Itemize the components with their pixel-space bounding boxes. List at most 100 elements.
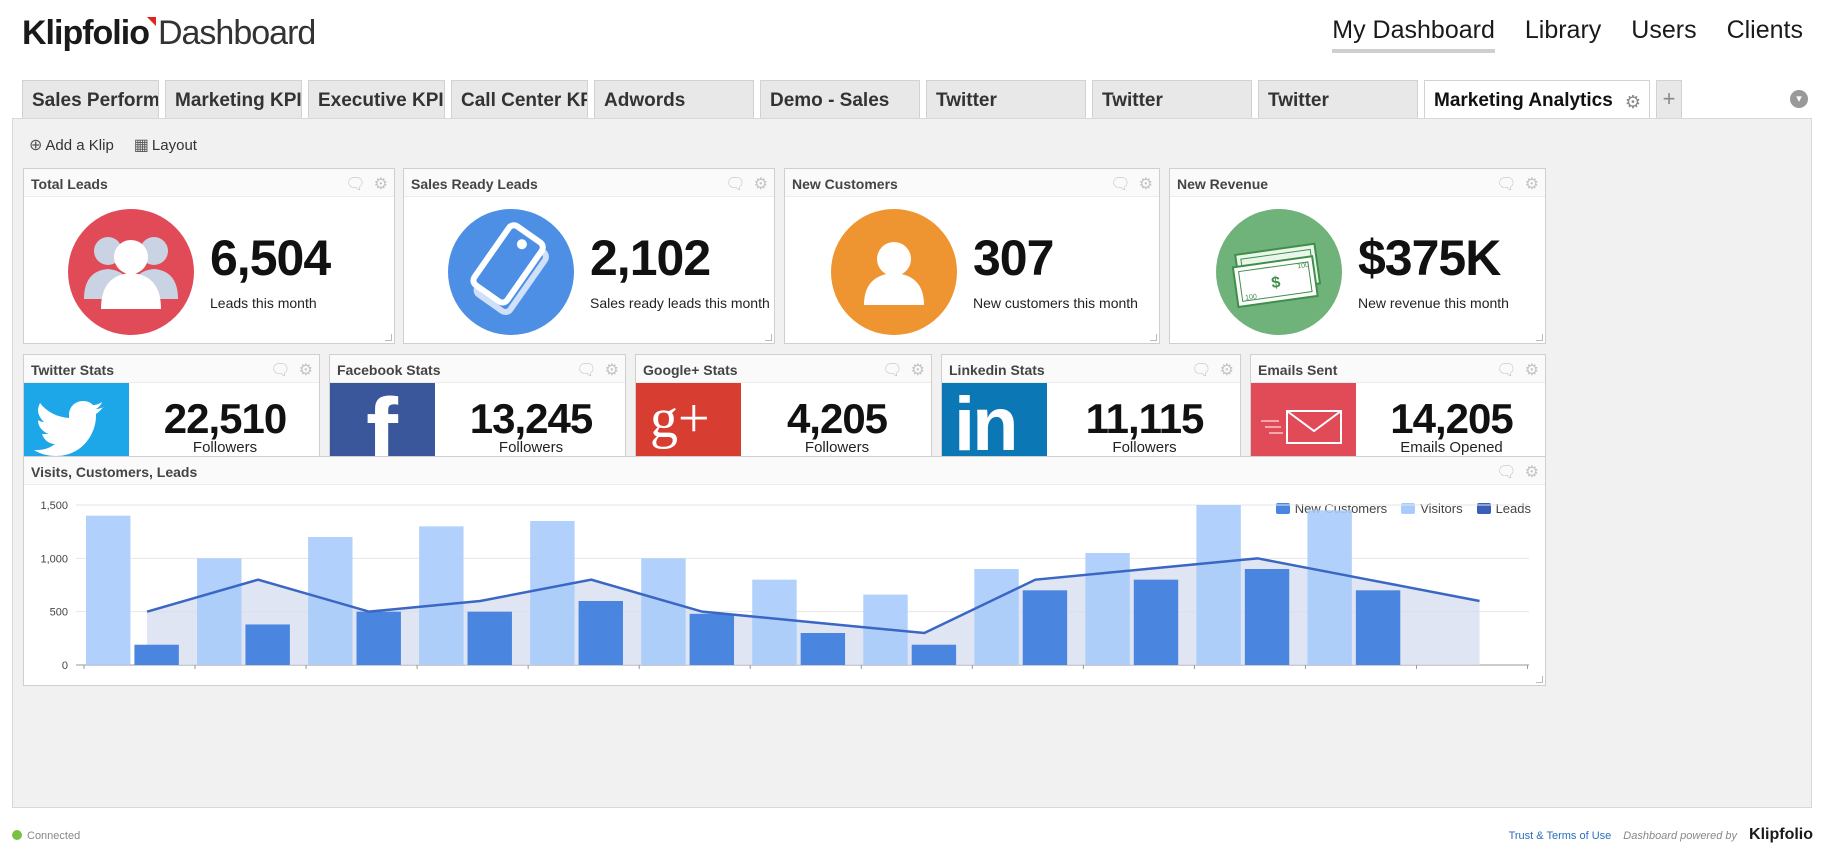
terms-link[interactable]: Trust & Terms of Use — [1508, 830, 1612, 842]
y-tick-label: 0 — [62, 660, 68, 672]
facebook-icon: f — [330, 383, 435, 467]
tab-label: Adwords — [604, 90, 686, 111]
grid-icon: ▦ — [133, 137, 149, 154]
bar-visitors — [86, 515, 131, 665]
resize-handle[interactable] — [1536, 676, 1543, 683]
bar-visitors — [1307, 510, 1352, 665]
social-value: 14,205 — [1390, 395, 1513, 442]
nav-clients[interactable]: Clients — [1726, 16, 1803, 44]
powered-by-text: Dashboard powered by — [1623, 830, 1738, 842]
comment-icon[interactable]: 🗨 — [1191, 362, 1212, 379]
bar-leads — [1244, 569, 1290, 665]
bar-visitors — [197, 558, 242, 665]
bar-leads — [1022, 590, 1068, 665]
klip-header: Google+ Stats 🗨 ⚙ — [636, 355, 931, 383]
comment-icon[interactable]: 🗨 — [576, 362, 597, 379]
klip-emails-sent: Emails Sent 🗨 ⚙ 14,205 Emails Opened — [1250, 354, 1546, 467]
nav-users[interactable]: Users — [1631, 16, 1697, 44]
tab-twitter-3[interactable]: Twitter — [1258, 80, 1418, 118]
tab-label: Marketing KPI E — [175, 90, 302, 111]
tab-label: Twitter — [1102, 90, 1163, 111]
gear-icon[interactable]: ⚙ — [373, 176, 388, 193]
tab-demo-sales[interactable]: Demo - Sales — [760, 80, 920, 118]
gear-icon[interactable]: ⚙ — [910, 362, 925, 379]
comment-icon[interactable]: 🗨 — [270, 362, 291, 379]
comment-icon[interactable]: 🗨 — [345, 176, 366, 193]
top-nav: My Dashboard Library Users Clients — [1332, 16, 1803, 53]
klip-title: Sales Ready Leads — [411, 176, 538, 192]
kpi-label: Leads this month — [210, 295, 317, 311]
tab-marketing-analytics[interactable]: Marketing Analytics ⚙ — [1424, 80, 1650, 120]
y-tick-label: 1,000 — [40, 553, 68, 565]
resize-handle[interactable] — [385, 334, 392, 341]
klip-title: Google+ Stats — [643, 362, 738, 378]
comment-icon[interactable]: 🗨 — [882, 362, 903, 379]
social-value: 22,510 — [163, 395, 287, 442]
resize-handle[interactable] — [765, 334, 772, 341]
dashboard-board: ⊕ Add a Klip ▦ Layout Total Leads 🗨 ⚙ 6,504… — [12, 118, 1812, 808]
klip-twitter-stats: Twitter Stats 🗨 ⚙ 22,510 Followers — [23, 354, 320, 467]
bar-visitors — [1196, 505, 1241, 665]
status-dot-icon — [12, 830, 22, 840]
google-plus-icon: g+ — [636, 383, 741, 467]
klip-linkedin-stats: Linkedin Stats 🗨 ⚙ in 11,115 Followers — [941, 354, 1241, 467]
tab-twitter-2[interactable]: Twitter — [1092, 80, 1252, 118]
tab-label: Marketing Analytics — [1434, 90, 1613, 111]
tab-executive-kpi[interactable]: Executive KPI D — [308, 80, 445, 118]
klip-facebook-stats: Facebook Stats 🗨 ⚙ f 13,245 Followers — [329, 354, 626, 467]
legend-swatch — [1401, 503, 1416, 514]
klip-title: Twitter Stats — [31, 362, 114, 378]
nav-library[interactable]: Library — [1524, 16, 1602, 44]
gear-icon[interactable]: ⚙ — [604, 362, 619, 379]
gear-icon[interactable]: ⚙ — [1524, 176, 1539, 193]
gear-icon[interactable]: ⚙ — [1138, 176, 1153, 193]
comment-icon[interactable]: 🗨 — [1110, 176, 1131, 193]
comment-icon[interactable]: 🗨 — [725, 176, 746, 193]
gear-icon[interactable]: ⚙ — [298, 362, 313, 379]
facebook-glyph: f — [366, 383, 398, 468]
kpi-value: 6,504 — [210, 230, 331, 286]
bar-leads — [911, 644, 957, 665]
bar-leads — [356, 611, 401, 665]
klip-sales-ready-leads: Sales Ready Leads 🗨 ⚙ 2,102 Sales ready l… — [403, 168, 775, 344]
gear-icon[interactable]: ⚙ — [753, 176, 768, 193]
resize-handle[interactable] — [1536, 334, 1543, 341]
tab-adwords[interactable]: Adwords — [594, 80, 754, 118]
klip-header: Linkedin Stats 🗨 ⚙ — [942, 355, 1240, 383]
tab-marketing-kpi[interactable]: Marketing KPI E — [165, 80, 302, 118]
klip-header: Emails Sent 🗨 ⚙ — [1251, 355, 1545, 383]
add-tab-button[interactable]: + — [1656, 80, 1682, 118]
klip-visits-customers-leads: Visits, Customers, Leads 🗨 ⚙ New Customer… — [23, 456, 1546, 686]
klipfolio-logo[interactable]: Klipfolio Dashboard — [22, 14, 316, 53]
add-klip-button[interactable]: ⊕ Add a Klip — [29, 135, 114, 155]
nav-my-dashboard[interactable]: My Dashboard — [1332, 16, 1495, 53]
klip-header: Visits, Customers, Leads 🗨 ⚙ — [24, 457, 1545, 485]
brand-name: Klipfolio — [22, 14, 150, 52]
kpi-value: 307 — [973, 230, 1054, 286]
twitter-icon — [24, 383, 129, 467]
comment-icon[interactable]: 🗨 — [1496, 464, 1517, 481]
social-label: Followers — [804, 439, 870, 456]
kpi-label: New revenue this month — [1358, 295, 1509, 311]
gear-icon[interactable]: ⚙ — [1219, 362, 1234, 379]
powered-by-logo[interactable]: Klipfolio — [1749, 826, 1813, 843]
gear-icon[interactable]: ⚙ — [1524, 362, 1539, 379]
board-toolbar: ⊕ Add a Klip ▦ Layout — [29, 135, 197, 155]
bar-visitors — [1085, 553, 1130, 665]
comment-icon[interactable]: 🗨 — [1496, 176, 1517, 193]
product-name: Dashboard — [157, 14, 316, 52]
gear-icon[interactable]: ⚙ — [1524, 464, 1539, 481]
klip-actions: 🗨 ⚙ — [1496, 174, 1539, 194]
social-value: 11,115 — [1085, 395, 1205, 442]
social-label: Emails Opened — [1400, 439, 1503, 456]
tab-gear-icon[interactable]: ⚙ — [1624, 92, 1641, 112]
comment-icon[interactable]: 🗨 — [1496, 362, 1517, 379]
tab-sales-performance[interactable]: Sales Performan — [22, 80, 159, 118]
tab-twitter-1[interactable]: Twitter — [926, 80, 1086, 118]
social-value: 13,245 — [469, 395, 593, 442]
tab-menu-chevron-icon[interactable]: ▾ — [1790, 90, 1808, 108]
resize-handle[interactable] — [1150, 334, 1157, 341]
money-denomination-right: 100 — [1297, 262, 1310, 271]
tab-call-center-kpis[interactable]: Call Center KPIs — [451, 80, 588, 118]
layout-button[interactable]: ▦ Layout — [134, 135, 197, 155]
